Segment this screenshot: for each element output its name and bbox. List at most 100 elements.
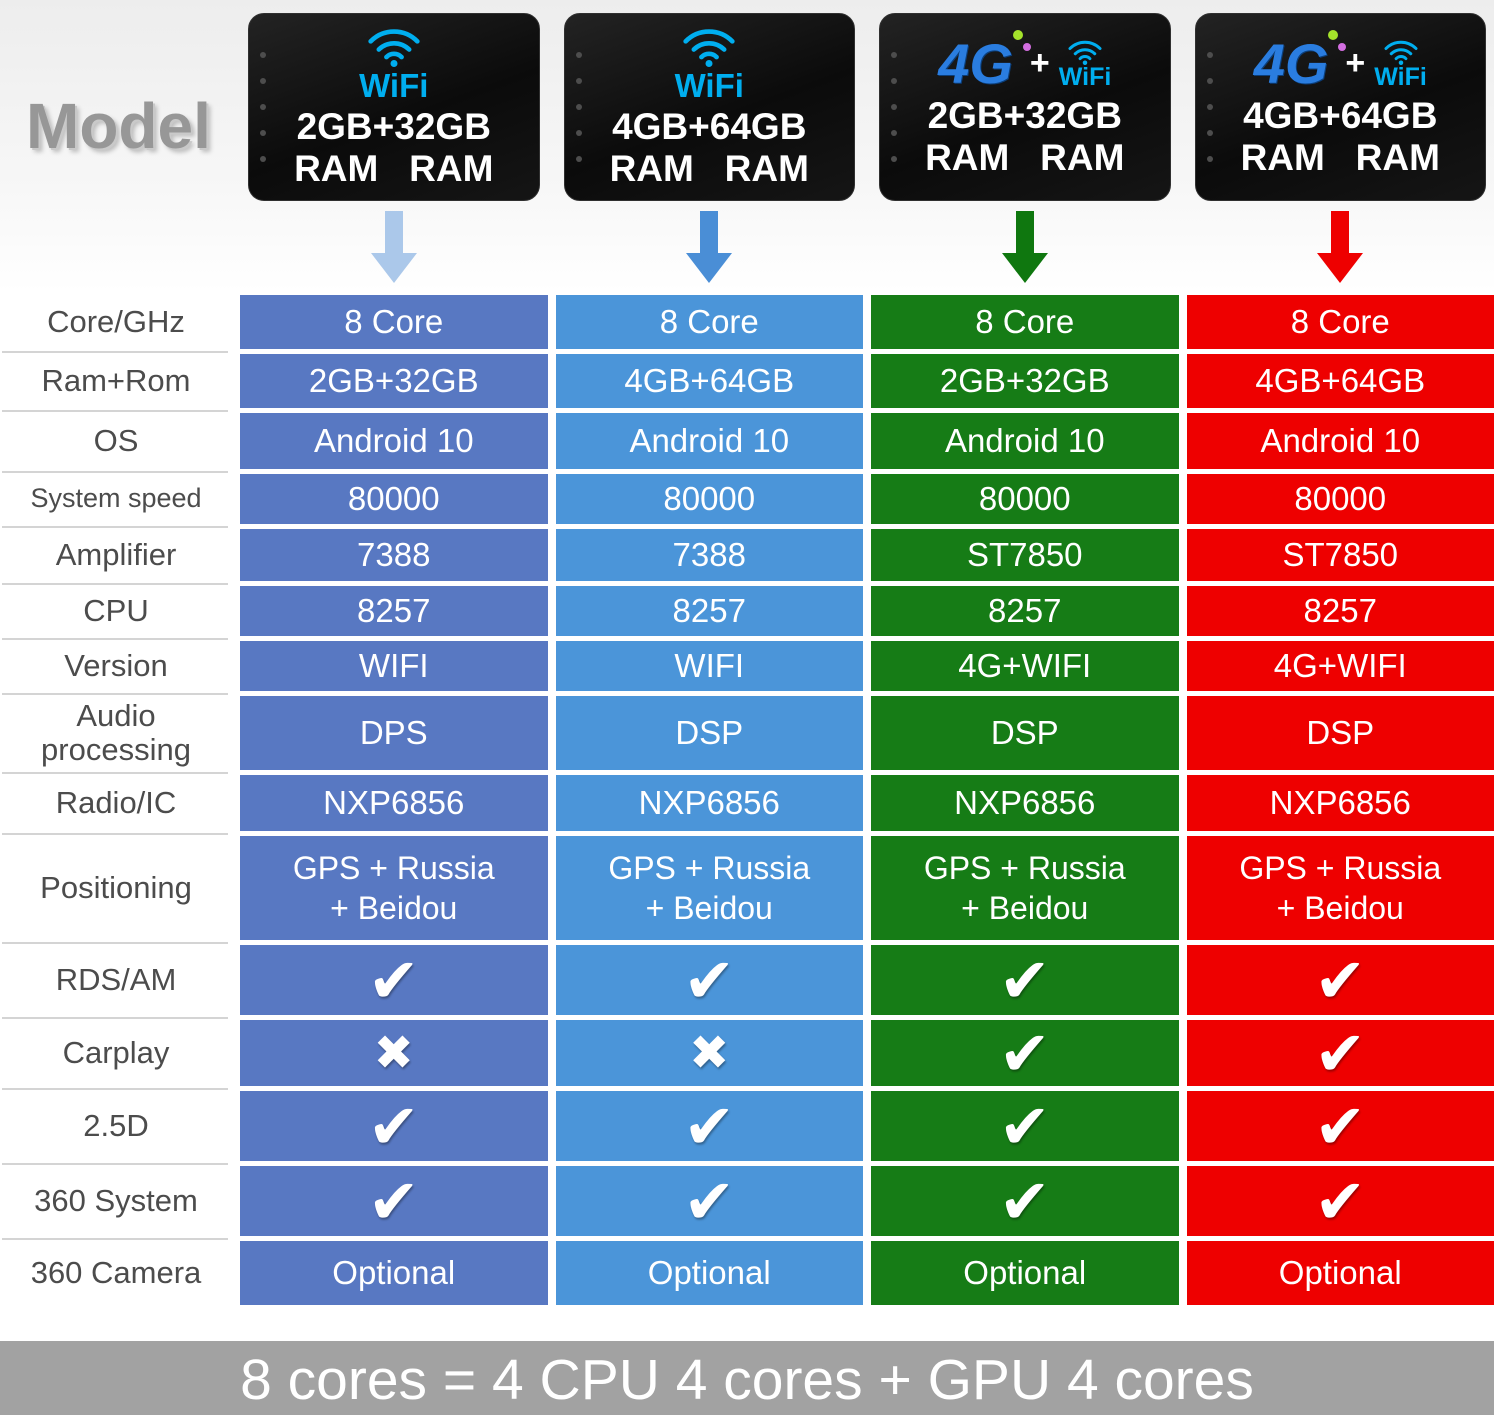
spec-cell: 80000 — [240, 474, 548, 524]
spec-cell: ST7850 — [871, 529, 1179, 581]
spec-cell: Android 10 — [871, 413, 1179, 469]
connectivity-row: 4G + WiFi — [1254, 29, 1427, 92]
spec-cell: DSP — [871, 696, 1179, 770]
spec-cell: 8257 — [1186, 586, 1494, 636]
check-icon: ✔ — [871, 1091, 1179, 1162]
spec-cell: 80000 — [871, 474, 1179, 524]
side-buttons-icon — [891, 52, 897, 58]
spec-table: Core/GHz 8 Core 8 Core 8 Core 8 Core Ram… — [0, 295, 1494, 1305]
4g-logo: 4G — [938, 29, 1031, 92]
row-label-rds-am: RDS/AM — [0, 945, 232, 1019]
ram-spec: 4GB+64GB — [612, 105, 807, 147]
spec-cell: NXP6856 — [1186, 775, 1494, 831]
row-label-os: OS — [0, 413, 232, 473]
check-icon: ✔ — [240, 1166, 548, 1237]
plus-sign: + — [1345, 44, 1366, 83]
row-label-360-camera: 360 Camera — [30, 1254, 202, 1290]
spec-cell: 8257 — [240, 586, 548, 636]
wifi-label: WiFi — [1058, 62, 1112, 91]
row-label-ram-rom: Ram+Rom — [0, 354, 232, 412]
wifi-label: WiFi — [359, 66, 429, 104]
check-icon: ✔ — [1186, 1020, 1494, 1089]
row-label-audio-processing: Audio processing — [0, 696, 232, 774]
ram-caption: RAM RAM — [925, 136, 1125, 178]
row-label-system-speed: System speed — [0, 474, 232, 528]
product-card-3: 4G + WiFi 2GB+32GB RAM RAM — [879, 13, 1171, 201]
wifi-icon — [1068, 40, 1102, 65]
row-label-360-system: 360 System — [0, 1166, 232, 1240]
down-arrow-icon — [1317, 211, 1363, 283]
check-icon: ✔ — [240, 1091, 548, 1162]
spec-cell: 8257 — [555, 586, 863, 636]
ram-caption: RAM RAM — [1240, 136, 1440, 178]
product-card-4: 4G + WiFi 4GB+64GB RAM RAM — [1194, 13, 1486, 201]
spec-cell: WIFI — [555, 641, 863, 691]
spec-cell: Android 10 — [555, 413, 863, 469]
wifi-stack: WiFi — [1058, 38, 1112, 91]
check-icon: ✔ — [555, 1091, 863, 1162]
spec-cell: 80000 — [1186, 474, 1494, 524]
spec-cell: GPS + Russia + Beidou — [555, 836, 863, 940]
spec-cell: ST7850 — [1186, 529, 1494, 581]
check-icon: ✔ — [555, 1166, 863, 1237]
row-label-core-ghz: Core/GHz — [0, 295, 232, 353]
spec-cell: Optional — [871, 1241, 1179, 1305]
spec-cell: 80000 — [555, 474, 863, 524]
row-label-radio-ic: Radio/IC — [0, 775, 232, 835]
row-label-cpu: CPU — [0, 586, 232, 640]
spec-cell: 2GB+32GB — [871, 354, 1179, 408]
spec-cell: GPS + Russia + Beidou — [1186, 836, 1494, 940]
product-card-2: WiFi 4GB+64GB RAM RAM — [563, 13, 855, 201]
spec-cell: 8 Core — [1186, 295, 1494, 349]
wifi-icon — [683, 28, 735, 67]
page-title: Model — [26, 90, 211, 162]
spec-cell: NXP6856 — [240, 775, 548, 831]
ram-spec: 2GB+32GB — [296, 105, 491, 147]
down-arrow-icon — [1002, 211, 1048, 283]
check-icon: ✔ — [240, 945, 548, 1016]
spec-cell: NXP6856 — [555, 775, 863, 831]
ram-caption: RAM RAM — [294, 147, 494, 189]
spec-cell: 2GB+32GB — [240, 354, 548, 408]
row-label-version: Version — [0, 641, 232, 695]
spec-cell: 4GB+64GB — [1186, 354, 1494, 408]
side-buttons-icon — [575, 52, 582, 58]
spec-cell: 8 Core — [555, 295, 863, 349]
spec-cell: 8257 — [871, 586, 1179, 636]
check-icon: ✔ — [871, 945, 1179, 1016]
spec-cell: 4G+WIFI — [871, 641, 1179, 691]
spec-cell: GPS + Russia + Beidou — [240, 836, 548, 940]
wifi-icon — [368, 28, 420, 67]
check-icon: ✔ — [1186, 1091, 1494, 1162]
spec-cell: GPS + Russia + Beidou — [871, 836, 1179, 940]
ram-caption: RAM RAM — [609, 147, 809, 189]
spec-cell: DPS — [240, 696, 548, 770]
side-buttons-icon — [1206, 52, 1213, 58]
ram-spec: 2GB+32GB — [927, 94, 1122, 136]
spec-cell: 8 Core — [871, 295, 1179, 349]
footer-note: 8 cores = 4 CPU 4 cores + GPU 4 cores — [0, 1341, 1494, 1415]
spec-cell: 7388 — [555, 529, 863, 581]
spec-cell: NXP6856 — [871, 775, 1179, 831]
row-label-carplay: Carplay — [0, 1020, 232, 1090]
cross-icon: ✖ — [240, 1020, 548, 1086]
spec-cell: 7388 — [240, 529, 548, 581]
check-icon: ✔ — [871, 1166, 1179, 1237]
check-icon: ✔ — [555, 945, 863, 1016]
wifi-stack: WiFi — [1374, 38, 1427, 90]
spec-cell: WIFI — [240, 641, 548, 691]
check-icon: ✔ — [871, 1020, 1179, 1089]
wifi-label: WiFi — [1374, 62, 1427, 91]
row-label-2-5d: 2.5D — [0, 1091, 232, 1165]
product-card-1: WiFi 2GB+32GB RAM RAM — [248, 13, 540, 201]
row-label-positioning: Positioning — [0, 836, 232, 944]
header: Model WiFi 2GB+32GB RAM RAM WiFi 4GB+ — [0, 0, 1494, 201]
connectivity-row: 4G + WiFi — [938, 29, 1112, 92]
cross-icon: ✖ — [555, 1020, 863, 1086]
plus-sign: + — [1029, 44, 1050, 83]
down-arrow-icon — [686, 211, 732, 283]
spec-cell: DSP — [1186, 696, 1494, 770]
spec-cell: DSP — [555, 696, 863, 770]
wifi-icon — [1384, 40, 1418, 65]
